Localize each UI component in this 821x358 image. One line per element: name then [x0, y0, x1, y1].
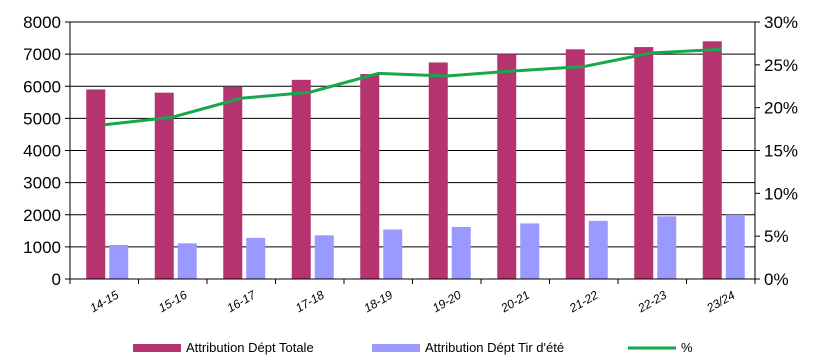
- legend-swatch: [372, 344, 420, 352]
- bar-tir-ete: [451, 226, 471, 279]
- right-tick-label: 0%: [764, 270, 789, 289]
- bar-totale: [86, 89, 106, 280]
- bar-totale: [497, 54, 517, 279]
- bar-tir-ete: [109, 244, 129, 279]
- legend-swatch: [133, 344, 181, 352]
- right-tick-label: 25%: [764, 56, 798, 75]
- legend-label: %: [681, 340, 693, 355]
- x-tick-label: 15-16: [156, 288, 190, 316]
- percent-series-line: [104, 47, 721, 127]
- x-tick-label: 14-15: [87, 288, 121, 316]
- bar-totale: [360, 74, 380, 279]
- legend-label: Attribution Dépt Totale: [186, 340, 314, 355]
- left-tick-label: 4000: [23, 142, 61, 161]
- bars: [86, 41, 745, 280]
- right-tick-label: 5%: [764, 227, 789, 246]
- legend-label: Attribution Dépt Tir d'été: [425, 340, 564, 355]
- right-axis-ticks: 0% 5% 10% 15% 20% 25% 30%: [764, 13, 798, 289]
- left-tick-label: 2000: [23, 206, 61, 225]
- bar-totale: [154, 92, 174, 279]
- axes: [65, 21, 760, 284]
- right-tick-label: 10%: [764, 184, 798, 203]
- bar-tir-ete: [520, 223, 540, 279]
- x-tick-label: 17-18: [293, 288, 327, 316]
- x-tick-label: 20-21: [498, 288, 532, 316]
- legend: Attribution Dépt Totale Attribution Dépt …: [133, 340, 693, 355]
- x-tick-label: 18-19: [361, 288, 395, 316]
- bar-totale: [291, 79, 311, 279]
- left-tick-label: 0: [52, 270, 61, 289]
- left-tick-label: 8000: [23, 13, 61, 32]
- gridlines: [70, 21, 755, 248]
- x-tick-label: 19-20: [430, 288, 464, 316]
- bar-tir-ete: [657, 216, 677, 279]
- left-tick-label: 3000: [23, 174, 61, 193]
- x-tick-label: 21-22: [566, 288, 601, 316]
- right-tick-label: 15%: [764, 142, 798, 161]
- bar-totale: [428, 62, 448, 279]
- bar-totale: [223, 86, 243, 279]
- x-axis-ticks: 14-15 15-16 16-17 17-18 18-19 19-20 20-21 21-22…: [87, 287, 737, 316]
- bar-tir-ete: [725, 214, 745, 279]
- right-tick-label: 20%: [764, 99, 798, 118]
- bar-tir-ete: [177, 243, 197, 279]
- x-tick-label: 23/24: [703, 288, 737, 316]
- bar-totale: [565, 49, 585, 280]
- bar-totale: [634, 47, 654, 280]
- percent-line: [104, 47, 721, 127]
- left-tick-label: 6000: [23, 77, 61, 96]
- bar-tir-ete: [588, 220, 608, 279]
- right-tick-label: 30%: [764, 13, 798, 32]
- left-tick-label: 5000: [23, 109, 61, 128]
- bar-totale: [702, 41, 722, 280]
- left-axis-ticks: 0 1000 2000 3000 4000 5000 6000 7000 8000: [23, 13, 61, 289]
- left-tick-label: 1000: [23, 238, 61, 257]
- bar-tir-ete: [246, 237, 266, 279]
- bar-tir-ete: [383, 229, 403, 279]
- left-tick-label: 7000: [23, 45, 61, 64]
- x-tick-label: 22-23: [635, 288, 670, 316]
- x-tick-label: 16-17: [224, 287, 259, 315]
- bar-tir-ete: [314, 235, 334, 279]
